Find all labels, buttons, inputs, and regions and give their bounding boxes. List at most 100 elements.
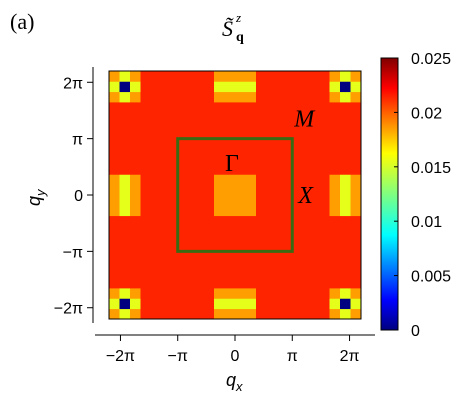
heatmap-cell bbox=[298, 184, 309, 196]
heatmap-cell bbox=[319, 205, 330, 217]
heatmap-cell bbox=[256, 184, 267, 196]
heatmap-cell bbox=[119, 143, 131, 155]
heatmap-cell bbox=[340, 195, 351, 206]
heatmap-cell bbox=[140, 246, 152, 258]
y-tick-label: 2π bbox=[63, 75, 83, 92]
heatmap-cell bbox=[109, 112, 120, 124]
heatmap-cell bbox=[329, 91, 341, 103]
heatmap-cell bbox=[130, 164, 141, 175]
heatmap-cell bbox=[140, 308, 152, 320]
heatmap-cell bbox=[245, 122, 257, 134]
heatmap-cell bbox=[172, 91, 183, 103]
heatmap-cell bbox=[329, 298, 341, 310]
heatmap-cell bbox=[151, 236, 162, 248]
heatmap-cell bbox=[340, 133, 351, 144]
heatmap-cell bbox=[319, 226, 330, 237]
heatmap-cell bbox=[266, 143, 278, 155]
heatmap-cell bbox=[161, 277, 173, 289]
heatmap-cell bbox=[308, 226, 320, 237]
heatmap-cell bbox=[193, 81, 204, 93]
heatmap-cell bbox=[140, 195, 152, 206]
heatmap-cell bbox=[214, 153, 225, 165]
heatmap-cell bbox=[172, 122, 183, 134]
heatmap-cell bbox=[319, 308, 330, 320]
heatmap-cell bbox=[119, 288, 131, 299]
heatmap-cell bbox=[161, 257, 173, 268]
heatmap-cell bbox=[151, 308, 162, 320]
heatmap-cell bbox=[329, 133, 341, 144]
heatmap-cell bbox=[161, 102, 173, 113]
heatmap-cell bbox=[214, 288, 225, 299]
colorbar-ticks: 0 0.005 0.01 0.015 0.02 0.025 bbox=[394, 51, 451, 340]
heatmap-cell bbox=[119, 277, 131, 289]
heatmap-cell bbox=[298, 112, 309, 124]
heatmap-cell bbox=[182, 122, 194, 134]
heatmap-cell bbox=[308, 215, 320, 227]
heatmap-cell bbox=[140, 153, 152, 165]
heatmap-cell bbox=[308, 164, 320, 175]
heatmap-cell bbox=[193, 236, 204, 248]
heatmap-cell bbox=[350, 226, 362, 237]
heatmap-cell bbox=[193, 102, 204, 113]
heatmap-cell bbox=[298, 195, 309, 206]
heatmap-cell bbox=[298, 91, 309, 103]
heatmap-cell bbox=[119, 298, 131, 310]
heatmap-cell bbox=[298, 71, 309, 82]
heatmap-cell bbox=[182, 71, 194, 82]
heatmap-cell bbox=[350, 133, 362, 144]
heatmap-cell bbox=[340, 246, 351, 258]
heatmap-cell bbox=[266, 205, 278, 217]
heatmap-cell bbox=[151, 257, 162, 268]
heatmap-cell bbox=[224, 215, 236, 227]
heatmap-cell bbox=[235, 81, 246, 93]
heatmap-cell bbox=[256, 153, 267, 165]
heatmap-cell bbox=[140, 298, 152, 310]
heatmap-cell bbox=[140, 122, 152, 134]
heatmap-cell bbox=[277, 164, 288, 175]
heatmap-cell bbox=[172, 277, 183, 289]
heatmap-cell bbox=[140, 205, 152, 217]
heatmap-cell bbox=[319, 184, 330, 196]
heatmap-cell bbox=[245, 143, 257, 155]
heatmap-cell bbox=[130, 174, 141, 186]
heatmap-cell bbox=[182, 91, 194, 103]
heatmap-cell bbox=[172, 288, 183, 299]
heatmap-cell bbox=[287, 267, 299, 279]
heatmap-cell bbox=[298, 205, 309, 217]
heatmap-cell bbox=[109, 267, 120, 279]
heatmap-cell bbox=[203, 153, 215, 165]
heatmap-cell bbox=[340, 277, 351, 289]
heatmap-cell bbox=[224, 91, 236, 103]
heatmap-cell bbox=[140, 81, 152, 93]
heatmap-cell bbox=[350, 195, 362, 206]
heatmap-cell bbox=[203, 226, 215, 237]
heatmap-cell bbox=[130, 308, 141, 320]
heatmap-cell bbox=[245, 267, 257, 279]
heatmap-cell bbox=[161, 71, 173, 82]
heatmap-cell bbox=[161, 226, 173, 237]
heatmap-cell bbox=[298, 298, 309, 310]
heatmap-cell bbox=[203, 267, 215, 279]
heatmap-cell bbox=[266, 174, 278, 186]
heatmap-cell bbox=[109, 308, 120, 320]
heatmap-cell bbox=[308, 112, 320, 124]
heatmap-cell bbox=[224, 153, 236, 165]
heatmap-cell bbox=[151, 215, 162, 227]
heatmap-cell bbox=[161, 267, 173, 279]
plot-frame bbox=[108, 70, 362, 320]
heatmap-cell bbox=[329, 81, 341, 93]
heatmap-cell bbox=[214, 164, 225, 175]
heatmap-cell bbox=[224, 143, 236, 155]
heatmap-cell bbox=[140, 133, 152, 144]
heatmap-cell bbox=[329, 236, 341, 248]
heatmap-cell bbox=[298, 246, 309, 258]
heatmap-cell bbox=[130, 102, 141, 113]
heatmap-cell bbox=[287, 91, 299, 103]
heatmap-cell bbox=[161, 91, 173, 103]
heatmap-cell bbox=[340, 122, 351, 134]
heatmap-cell bbox=[350, 153, 362, 165]
heatmap-cell bbox=[340, 257, 351, 268]
heatmap-cell bbox=[172, 81, 183, 93]
heatmap-cell bbox=[119, 133, 131, 144]
